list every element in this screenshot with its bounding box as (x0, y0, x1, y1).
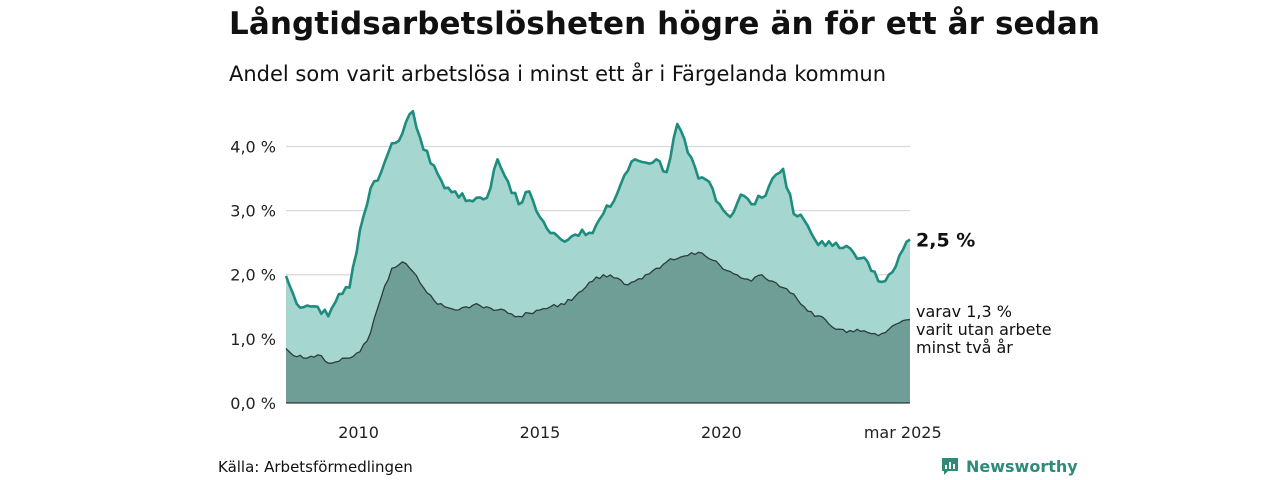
y-tick-label: 1,0 % (230, 330, 276, 349)
y-tick-label: 0,0 % (230, 394, 276, 413)
upper-series-line (284, 109, 911, 318)
lower-series-area (286, 252, 910, 403)
lower-series-line (285, 251, 911, 364)
lower-series-end-label: varav 1,3 % varit utan arbete minst två … (916, 302, 1052, 357)
upper-series-end-label: 2,5 % (916, 229, 975, 251)
x-tick-label: 2015 (520, 423, 561, 442)
brand-logo: Newsworthy (940, 456, 1078, 476)
newsworthy-icon (942, 458, 958, 475)
chart-title: Långtidsarbetslösheten högre än för ett … (229, 6, 1101, 42)
x-tick-label: 2020 (701, 423, 742, 442)
y-axis-ticks: 0,0 % 1,0 % 2,0 % 3,0 % 4,0 % (230, 137, 276, 413)
x-axis-ticks: 2010 2015 2020 mar 2025 (338, 423, 941, 442)
lower-end-label-line-2: varit utan arbete (916, 320, 1052, 339)
x-tick-label: 2010 (338, 423, 379, 442)
chart-subtitle: Andel som varit arbetslösa i minst ett å… (229, 62, 887, 86)
source-note: Källa: Arbetsförmedlingen (218, 458, 413, 476)
y-tick-label: 4,0 % (230, 137, 276, 156)
lower-end-label-line-1: varav 1,3 % (916, 302, 1012, 321)
y-tick-label: 2,0 % (230, 266, 276, 285)
y-tick-label: 3,0 % (230, 202, 276, 221)
brand-name: Newsworthy (966, 456, 1078, 476)
x-tick-label: mar 2025 (864, 423, 942, 442)
lower-end-label-line-3: minst två år (916, 338, 1013, 357)
